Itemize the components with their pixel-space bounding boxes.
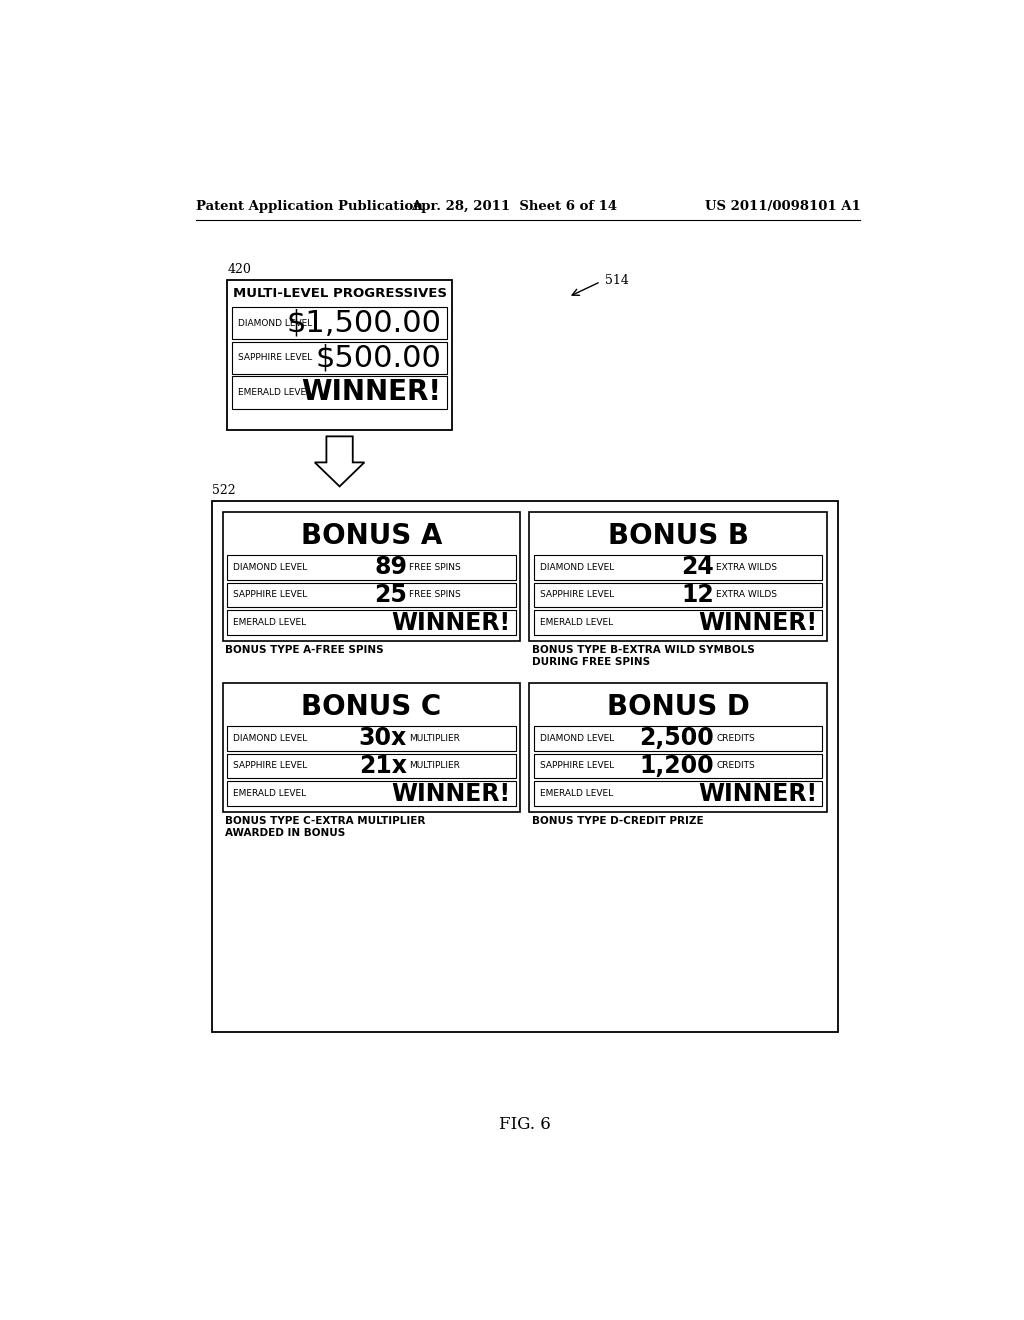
Polygon shape (314, 437, 365, 487)
Text: EXTRA WILDS: EXTRA WILDS (716, 590, 777, 599)
Text: FREE SPINS: FREE SPINS (410, 590, 461, 599)
Text: FREE SPINS: FREE SPINS (410, 562, 461, 572)
Text: 21x: 21x (359, 754, 408, 777)
Text: CREDITS: CREDITS (716, 734, 755, 743)
Text: $1,500.00: $1,500.00 (286, 309, 441, 338)
Text: US 2011/0098101 A1: US 2011/0098101 A1 (705, 199, 860, 213)
Text: DIAMOND LEVEL: DIAMOND LEVEL (233, 562, 307, 572)
Bar (227, 781, 515, 807)
Bar (227, 610, 515, 635)
Bar (231, 342, 447, 374)
Text: DIAMOND LEVEL: DIAMOND LEVEL (238, 318, 312, 327)
Text: 522: 522 (212, 484, 236, 498)
Text: 24: 24 (681, 556, 714, 579)
Text: MULTIPLIER: MULTIPLIER (410, 762, 460, 771)
Text: FIG. 6: FIG. 6 (499, 1117, 551, 1134)
Text: EMERALD LEVEL: EMERALD LEVEL (233, 618, 306, 627)
Text: 12: 12 (681, 583, 714, 607)
Text: 2,500: 2,500 (639, 726, 714, 750)
Text: SAPPHIRE LEVEL: SAPPHIRE LEVEL (238, 354, 312, 362)
Text: DIAMOND LEVEL: DIAMOND LEVEL (541, 734, 614, 743)
Text: DIAMOND LEVEL: DIAMOND LEVEL (233, 734, 307, 743)
Text: BONUS TYPE B-EXTRA WILD SYMBOLS
DURING FREE SPINS: BONUS TYPE B-EXTRA WILD SYMBOLS DURING F… (531, 645, 755, 667)
Bar (222, 682, 520, 812)
Text: $500.00: $500.00 (315, 343, 441, 372)
Bar (231, 376, 447, 409)
Text: SAPPHIRE LEVEL: SAPPHIRE LEVEL (541, 590, 614, 599)
Text: 420: 420 (227, 263, 251, 276)
Text: 30x: 30x (358, 726, 408, 750)
Bar (227, 280, 452, 430)
Text: EMERALD LEVEL: EMERALD LEVEL (541, 789, 613, 799)
Text: WINNER!: WINNER! (392, 611, 511, 635)
Text: BONUS B: BONUS B (608, 523, 749, 550)
Text: BONUS TYPE C-EXTRA MULTIPLIER
AWARDED IN BONUS: BONUS TYPE C-EXTRA MULTIPLIER AWARDED IN… (225, 816, 425, 838)
Text: BONUS TYPE A-FREE SPINS: BONUS TYPE A-FREE SPINS (225, 645, 384, 655)
Text: SAPPHIRE LEVEL: SAPPHIRE LEVEL (541, 762, 614, 771)
Text: EMERALD LEVEL: EMERALD LEVEL (238, 388, 311, 397)
Bar (535, 754, 822, 779)
Text: EXTRA WILDS: EXTRA WILDS (716, 562, 777, 572)
Text: BONUS D: BONUS D (607, 693, 750, 722)
Bar (227, 726, 515, 751)
Text: 25: 25 (374, 583, 408, 607)
Text: 1,200: 1,200 (639, 754, 714, 777)
Text: WINNER!: WINNER! (698, 611, 818, 635)
Text: SAPPHIRE LEVEL: SAPPHIRE LEVEL (233, 762, 307, 771)
Text: EMERALD LEVEL: EMERALD LEVEL (541, 618, 613, 627)
Bar (227, 554, 515, 579)
Text: WINNER!: WINNER! (301, 379, 441, 407)
Bar (529, 682, 827, 812)
Text: MULTIPLIER: MULTIPLIER (410, 734, 460, 743)
Bar (529, 512, 827, 642)
Text: WINNER!: WINNER! (392, 781, 511, 805)
Bar (535, 554, 822, 579)
Text: Apr. 28, 2011  Sheet 6 of 14: Apr. 28, 2011 Sheet 6 of 14 (411, 199, 617, 213)
Text: MULTI-LEVEL PROGRESSIVES: MULTI-LEVEL PROGRESSIVES (232, 288, 446, 301)
Text: BONUS TYPE D-CREDIT PRIZE: BONUS TYPE D-CREDIT PRIZE (531, 816, 703, 826)
Text: EMERALD LEVEL: EMERALD LEVEL (233, 789, 306, 799)
Text: DIAMOND LEVEL: DIAMOND LEVEL (541, 562, 614, 572)
Bar (535, 726, 822, 751)
Text: 514: 514 (604, 273, 629, 286)
Bar (535, 582, 822, 607)
Bar (212, 502, 838, 1032)
Bar (535, 781, 822, 807)
Bar (227, 582, 515, 607)
Bar (231, 308, 447, 339)
Text: SAPPHIRE LEVEL: SAPPHIRE LEVEL (233, 590, 307, 599)
Text: WINNER!: WINNER! (698, 781, 818, 805)
Bar (535, 610, 822, 635)
Text: CREDITS: CREDITS (716, 762, 755, 771)
Text: 89: 89 (374, 556, 408, 579)
Bar (222, 512, 520, 642)
Text: BONUS C: BONUS C (301, 693, 441, 722)
Bar (227, 754, 515, 779)
Text: Patent Application Publication: Patent Application Publication (197, 199, 423, 213)
Text: BONUS A: BONUS A (301, 523, 442, 550)
